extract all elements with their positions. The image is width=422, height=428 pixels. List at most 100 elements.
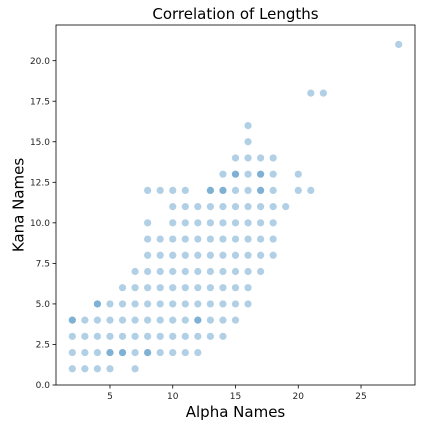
data-point-0-9 <box>93 348 102 357</box>
data-point-0-54 <box>181 284 189 292</box>
data-point-0-104 <box>244 138 252 146</box>
data-point-0-62 <box>194 300 202 308</box>
data-point-1-3 <box>118 348 127 357</box>
data-point-0-103 <box>244 170 252 178</box>
data-point-1-1 <box>93 300 102 308</box>
data-point-0-25 <box>131 316 139 324</box>
data-point-1-4 <box>131 365 139 373</box>
data-point-0-24 <box>131 332 139 340</box>
data-point-0-99 <box>244 235 252 243</box>
data-point-0-61 <box>194 316 202 324</box>
data-point-0-98 <box>244 251 252 259</box>
data-point-1-29 <box>257 267 265 276</box>
data-point-1-12 <box>169 203 177 211</box>
data-point-1-5 <box>144 348 152 357</box>
data-point-0-8 <box>93 365 102 373</box>
y-tick-label: 7.5 <box>36 260 50 270</box>
data-point-0-32 <box>144 300 152 308</box>
data-point-0-21 <box>118 300 127 308</box>
data-point-0-5 <box>81 348 89 357</box>
data-point-0-100 <box>244 219 252 227</box>
data-point-1-11 <box>169 348 177 357</box>
data-point-1-41 <box>307 89 315 97</box>
data-point-0-29 <box>144 348 152 357</box>
x-tick-label: 15 <box>230 392 241 402</box>
data-point-0-48 <box>169 251 177 259</box>
data-point-0-2 <box>68 332 76 340</box>
data-point-0-91 <box>231 235 240 243</box>
data-point-1-33 <box>269 251 277 259</box>
data-point-0-31 <box>144 316 152 324</box>
data-point-0-38 <box>156 300 164 308</box>
data-point-0-33 <box>144 284 152 292</box>
y-tick-label: 17.5 <box>30 97 50 107</box>
data-point-0-92 <box>231 219 240 227</box>
data-point-0-55 <box>181 267 189 276</box>
data-point-0-26 <box>131 300 139 308</box>
data-point-0-47 <box>169 267 177 276</box>
data-point-0-84 <box>219 219 227 227</box>
data-point-0-56 <box>181 251 189 259</box>
data-point-0-89 <box>231 267 240 276</box>
x-tick-label: 5 <box>107 392 113 402</box>
data-point-1-43 <box>395 40 403 49</box>
chart-title: Correlation of Lengths <box>152 5 318 23</box>
data-point-0-58 <box>181 219 189 227</box>
data-point-1-20 <box>219 332 227 340</box>
data-point-0-81 <box>219 267 227 276</box>
data-point-1-23 <box>231 316 240 324</box>
data-point-0-93 <box>231 203 240 211</box>
data-points <box>68 40 403 373</box>
data-point-1-7 <box>144 219 152 227</box>
data-point-0-105 <box>257 251 265 259</box>
data-point-1-27 <box>244 154 252 162</box>
data-point-0-108 <box>257 203 265 211</box>
data-point-0-82 <box>219 251 227 259</box>
data-point-0-90 <box>231 251 240 259</box>
data-point-1-30 <box>257 186 265 195</box>
data-point-0-74 <box>206 235 214 243</box>
data-point-0-95 <box>231 170 240 178</box>
data-point-0-46 <box>169 284 177 292</box>
y-tick-label: 10.0 <box>30 219 50 229</box>
data-point-1-0 <box>68 316 76 324</box>
x-tick-label: 10 <box>167 392 179 402</box>
data-point-0-111 <box>269 203 277 211</box>
data-point-0-30 <box>144 332 152 340</box>
data-point-0-79 <box>219 300 227 308</box>
data-point-0-41 <box>156 251 164 259</box>
data-point-0-11 <box>93 316 102 324</box>
data-point-0-35 <box>144 251 152 259</box>
data-point-0-106 <box>257 235 265 243</box>
data-point-1-25 <box>231 154 240 162</box>
y-tick-label: 20.0 <box>30 57 50 67</box>
data-point-0-43 <box>169 332 177 340</box>
data-point-1-14 <box>181 348 189 357</box>
y-tick-label: 0.0 <box>36 381 51 391</box>
data-point-0-59 <box>181 203 189 211</box>
data-point-0-34 <box>144 267 152 276</box>
data-point-0-110 <box>257 170 265 178</box>
data-point-0-76 <box>206 203 214 211</box>
y-tick-label: 15.0 <box>30 138 50 148</box>
data-point-0-69 <box>206 316 214 324</box>
data-point-0-10 <box>93 332 102 340</box>
data-point-1-21 <box>219 186 227 195</box>
data-point-1-9 <box>156 348 164 357</box>
data-point-0-66 <box>194 235 202 243</box>
data-point-0-65 <box>194 251 202 259</box>
data-point-0-80 <box>219 284 227 292</box>
data-point-0-45 <box>169 300 177 308</box>
data-point-0-42 <box>156 235 164 243</box>
axis-ticks: 5 10 15 20 25 0.0 2.5 5.0 7.5 10.0 12.5 15.0 17.5 20.… <box>30 57 367 402</box>
x-axis-title: Alpha Names <box>186 403 286 421</box>
data-point-0-17 <box>106 300 114 308</box>
data-point-0-16 <box>106 316 114 324</box>
data-point-0-13 <box>106 365 114 373</box>
data-point-1-42 <box>319 89 327 97</box>
data-point-1-36 <box>269 154 277 162</box>
data-point-0-72 <box>206 267 214 276</box>
data-point-1-10 <box>156 186 164 195</box>
data-point-0-1 <box>68 348 76 357</box>
